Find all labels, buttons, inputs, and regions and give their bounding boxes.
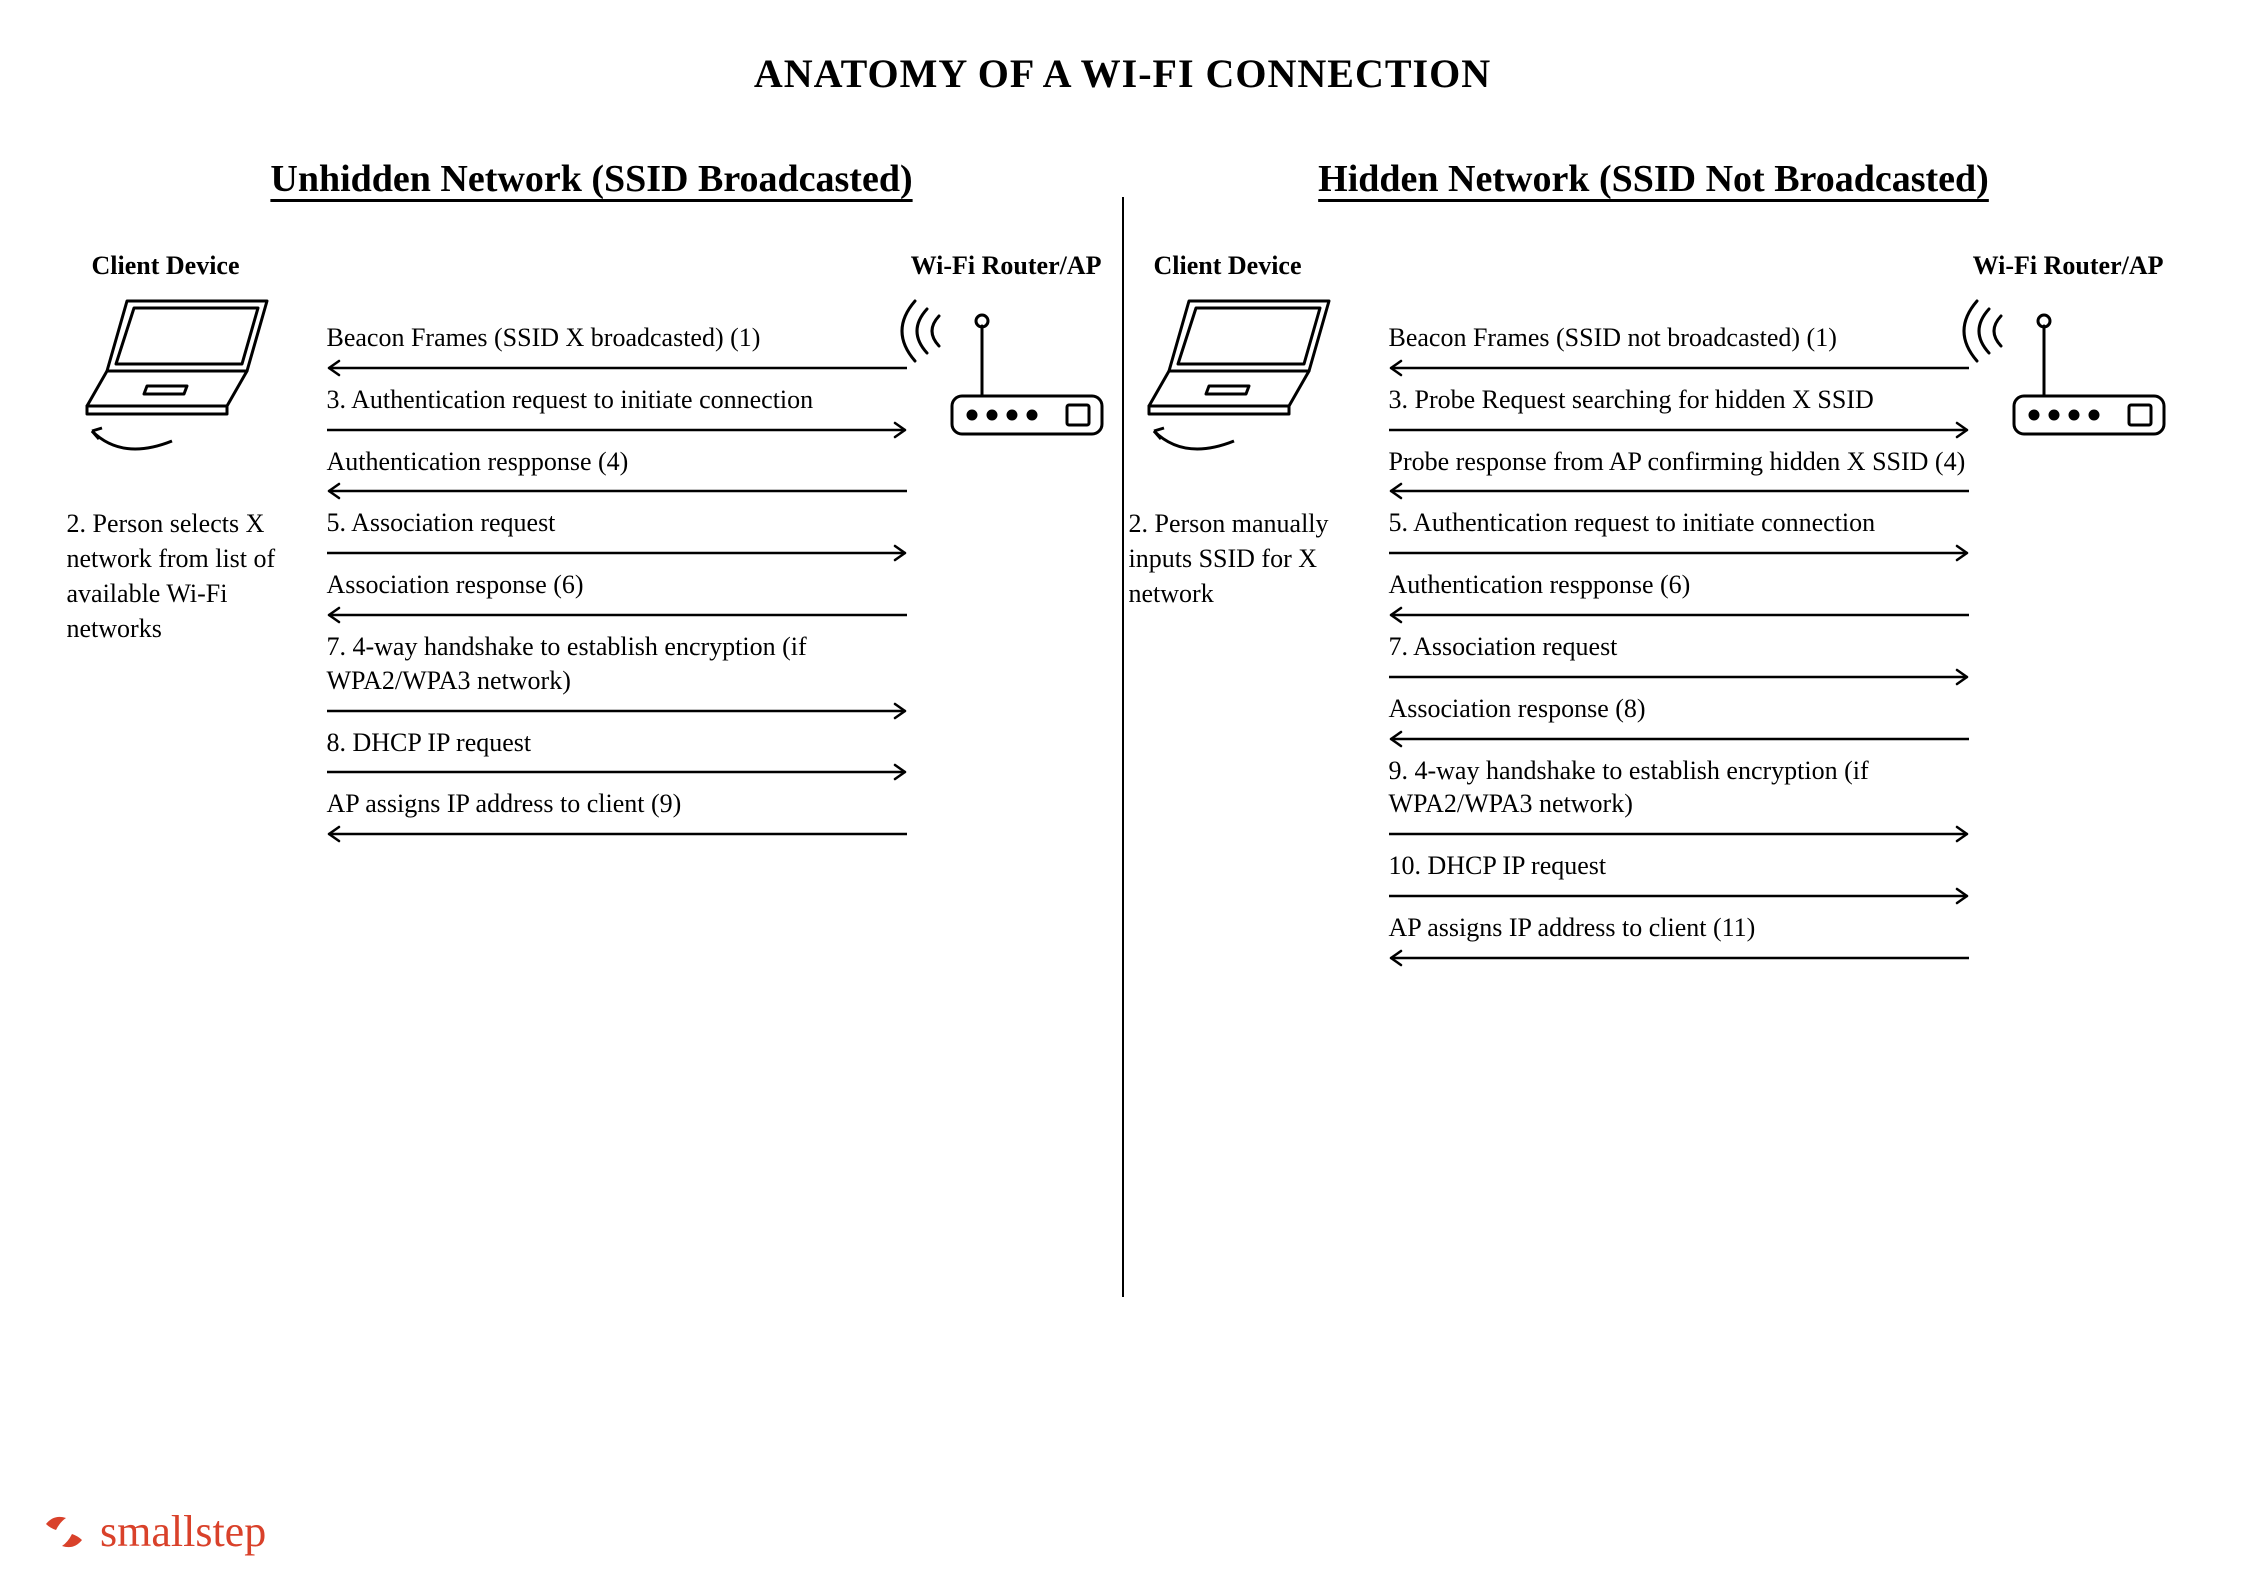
sequence-message: Beacon Frames (SSID X broadcasted) (1) (327, 321, 907, 377)
message-label: Probe response from AP confirming hidden… (1389, 445, 1969, 479)
message-label: 5. Association request (327, 506, 907, 540)
sequence-message: 5. Association request (327, 506, 907, 562)
message-label: Beacon Frames (SSID X broadcasted) (1) (327, 321, 907, 355)
sequence-message: Authentication respponse (6) (1389, 568, 1969, 624)
smallstep-icon (40, 1508, 88, 1556)
message-label: 3. Probe Request searching for hidden X … (1389, 383, 1969, 417)
sequence-message: 8. DHCP IP request (327, 726, 907, 782)
sequence-message: AP assigns IP address to client (9) (327, 787, 907, 843)
left-sequence: Client Device Wi-Fi Router/AP (82, 251, 1102, 1351)
message-label: Association response (8) (1389, 692, 1969, 726)
message-label: 8. DHCP IP request (327, 726, 907, 760)
step2-caption-right: 2. Person manually inputs SSID for X net… (1129, 506, 1389, 611)
left-subtitle: Unhidden Network (SSID Broadcasted) (82, 157, 1102, 201)
sequence-message: 10. DHCP IP request (1389, 849, 1969, 905)
message-label: AP assigns IP address to client (9) (327, 787, 907, 821)
router-label: Wi-Fi Router/AP (911, 251, 1102, 281)
router-icon (897, 291, 1107, 451)
sequence-message: AP assigns IP address to client (11) (1389, 911, 1969, 967)
step2-caption-left: 2. Person selects X network from list of… (67, 506, 327, 646)
message-label: 5. Authentication request to initiate co… (1389, 506, 1969, 540)
message-label: 7. Association request (1389, 630, 1969, 664)
client-device-label: Client Device (1154, 251, 1302, 281)
brand-text: smallstep (100, 1506, 266, 1557)
right-column: Hidden Network (SSID Not Broadcasted) Cl… (1144, 157, 2164, 1351)
message-label: 7. 4-way handshake to establish encrypti… (327, 630, 907, 698)
sequence-message: 7. 4-way handshake to establish encrypti… (327, 630, 907, 720)
left-messages: Beacon Frames (SSID X broadcasted) (1) 3.… (327, 321, 907, 849)
laptop-icon (1134, 286, 1364, 456)
brand-logo: smallstep (40, 1506, 266, 1557)
message-label: Authentication respponse (6) (1389, 568, 1969, 602)
right-sequence: Client Device Wi-Fi Router/AP (1144, 251, 2164, 1351)
right-messages: Beacon Frames (SSID not broadcasted) (1)… (1389, 321, 1969, 973)
sequence-message: Association response (6) (327, 568, 907, 624)
message-label: Authentication respponse (4) (327, 445, 907, 479)
sequence-message: 5. Authentication request to initiate co… (1389, 506, 1969, 562)
main-title: ANATOMY OF A WI-FI CONNECTION (60, 50, 2185, 97)
client-device-label: Client Device (92, 251, 240, 281)
sequence-message: Authentication respponse (4) (327, 445, 907, 501)
router-label: Wi-Fi Router/AP (1973, 251, 2164, 281)
laptop-icon (72, 286, 302, 456)
sequence-message: 7. Association request (1389, 630, 1969, 686)
message-label: Beacon Frames (SSID not broadcasted) (1) (1389, 321, 1969, 355)
sequence-message: Probe response from AP confirming hidden… (1389, 445, 1969, 501)
diagram-columns: Unhidden Network (SSID Broadcasted) Clie… (60, 157, 2185, 1351)
left-column: Unhidden Network (SSID Broadcasted) Clie… (82, 157, 1102, 1351)
sequence-message: Beacon Frames (SSID not broadcasted) (1) (1389, 321, 1969, 377)
sequence-message: 3. Probe Request searching for hidden X … (1389, 383, 1969, 439)
router-icon (1959, 291, 2169, 451)
message-label: Association response (6) (327, 568, 907, 602)
message-label: 10. DHCP IP request (1389, 849, 1969, 883)
right-subtitle: Hidden Network (SSID Not Broadcasted) (1144, 157, 2164, 201)
sequence-message: 9. 4-way handshake to establish encrypti… (1389, 754, 1969, 844)
column-divider (1122, 197, 1124, 1297)
sequence-message: 3. Authentication request to initiate co… (327, 383, 907, 439)
message-label: AP assigns IP address to client (11) (1389, 911, 1969, 945)
sequence-message: Association response (8) (1389, 692, 1969, 748)
message-label: 9. 4-way handshake to establish encrypti… (1389, 754, 1969, 822)
message-label: 3. Authentication request to initiate co… (327, 383, 907, 417)
